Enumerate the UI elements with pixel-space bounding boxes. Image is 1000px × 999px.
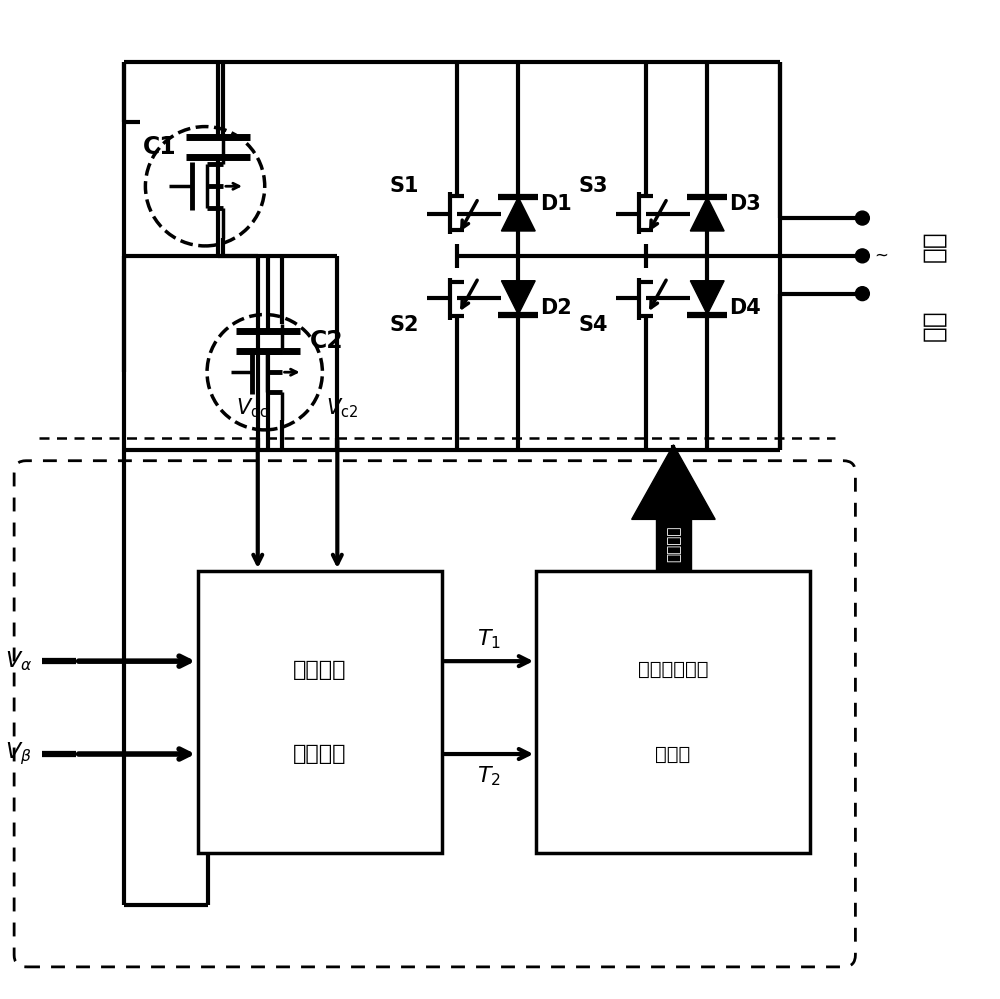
Text: 式选择: 式选择 <box>655 744 691 763</box>
Text: D3: D3 <box>729 194 761 214</box>
Polygon shape <box>501 281 535 315</box>
Text: D1: D1 <box>540 194 572 214</box>
Circle shape <box>855 211 869 225</box>
Polygon shape <box>690 281 724 315</box>
Polygon shape <box>632 445 715 519</box>
Text: $V_\beta$: $V_\beta$ <box>5 740 32 767</box>
Text: ~: ~ <box>874 247 888 265</box>
Text: $V_{\rm c2}$: $V_{\rm c2}$ <box>326 397 358 420</box>
Circle shape <box>855 287 869 301</box>
FancyBboxPatch shape <box>536 571 810 852</box>
Text: C2: C2 <box>309 329 343 353</box>
Text: 零矢量构造方: 零矢量构造方 <box>638 660 708 679</box>
Text: 有效开关: 有效开关 <box>293 659 347 679</box>
Text: S3: S3 <box>578 176 608 196</box>
Text: D4: D4 <box>729 298 761 318</box>
Circle shape <box>855 249 869 263</box>
Text: 交流: 交流 <box>921 230 947 262</box>
Text: S4: S4 <box>578 316 608 336</box>
Text: $T_1$: $T_1$ <box>477 627 501 651</box>
Text: 输出: 输出 <box>921 310 947 342</box>
FancyBboxPatch shape <box>198 571 442 852</box>
Text: C1: C1 <box>143 135 176 159</box>
Text: S1: S1 <box>389 176 419 196</box>
Polygon shape <box>501 197 535 231</box>
Text: 控制信号: 控制信号 <box>666 525 681 561</box>
Polygon shape <box>690 197 724 231</box>
Text: S2: S2 <box>389 316 419 336</box>
Text: 时间计算: 时间计算 <box>293 744 347 764</box>
Text: D2: D2 <box>540 298 572 318</box>
Text: $T_2$: $T_2$ <box>477 764 501 787</box>
Polygon shape <box>656 519 691 571</box>
Text: $V_\alpha$: $V_\alpha$ <box>5 649 32 673</box>
Text: $V_{\rm dc}$: $V_{\rm dc}$ <box>236 397 269 420</box>
